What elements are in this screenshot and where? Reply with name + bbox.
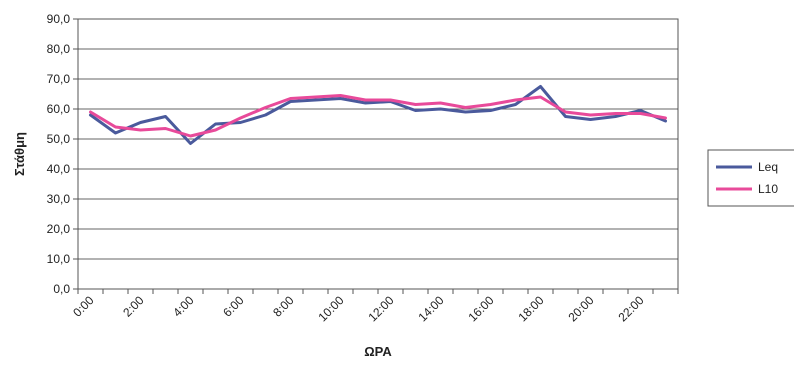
grid: [77, 18, 679, 290]
y-tick-label: 50,0: [47, 132, 71, 146]
series-line-leq: [89, 85, 667, 145]
y-tick-label: 30,0: [47, 192, 71, 206]
y-tick-label: 80,0: [47, 42, 71, 56]
y-tick-label: 10,0: [47, 252, 71, 266]
y-tick-label: 0,0: [53, 282, 70, 296]
x-tick-label: 4:00: [170, 293, 197, 320]
legend: Leq L10: [707, 149, 794, 207]
y-tick-label: 70,0: [47, 72, 71, 86]
x-tick-label: 18:00: [515, 293, 546, 324]
x-tick-label: 10:00: [315, 293, 346, 324]
y-tick-label: 20,0: [47, 222, 71, 236]
x-tick-label: 0:00: [70, 293, 97, 320]
x-tick-label: 14:00: [415, 293, 446, 324]
legend-box: [707, 149, 794, 207]
y-tick-label: 60,0: [47, 102, 71, 116]
x-tick-label: 6:00: [220, 293, 247, 320]
legend-label: L10: [758, 182, 778, 196]
y-tick-label: 40,0: [47, 162, 71, 176]
x-tick-label: 8:00: [270, 293, 297, 320]
x-tick-label: 2:00: [120, 293, 147, 320]
x-tick-label: 12:00: [365, 293, 396, 324]
x-axis-ticks: 0:00 2:00 4:00 6:00 8:00 10:00 12:00 14:00 16:00…: [70, 289, 679, 324]
legend-label: Leq: [758, 160, 778, 174]
plot-area-frame: [77, 18, 679, 290]
x-tick-label: 16:00: [465, 293, 496, 324]
y-axis-ticks: 0,0 10,0 20,0 30,0 40,0 50,0 60,0 70,0 80,0 90,0: [47, 12, 78, 296]
series-lines: [89, 85, 667, 145]
y-tick-label: 90,0: [47, 12, 71, 26]
y-axis-title: Στάθμη: [12, 132, 27, 176]
x-tick-label: 22:00: [615, 293, 646, 324]
x-axis-title: ΩΡΑ: [364, 344, 392, 359]
x-tick-label: 20:00: [565, 293, 596, 324]
series-line-l10: [89, 94, 667, 138]
